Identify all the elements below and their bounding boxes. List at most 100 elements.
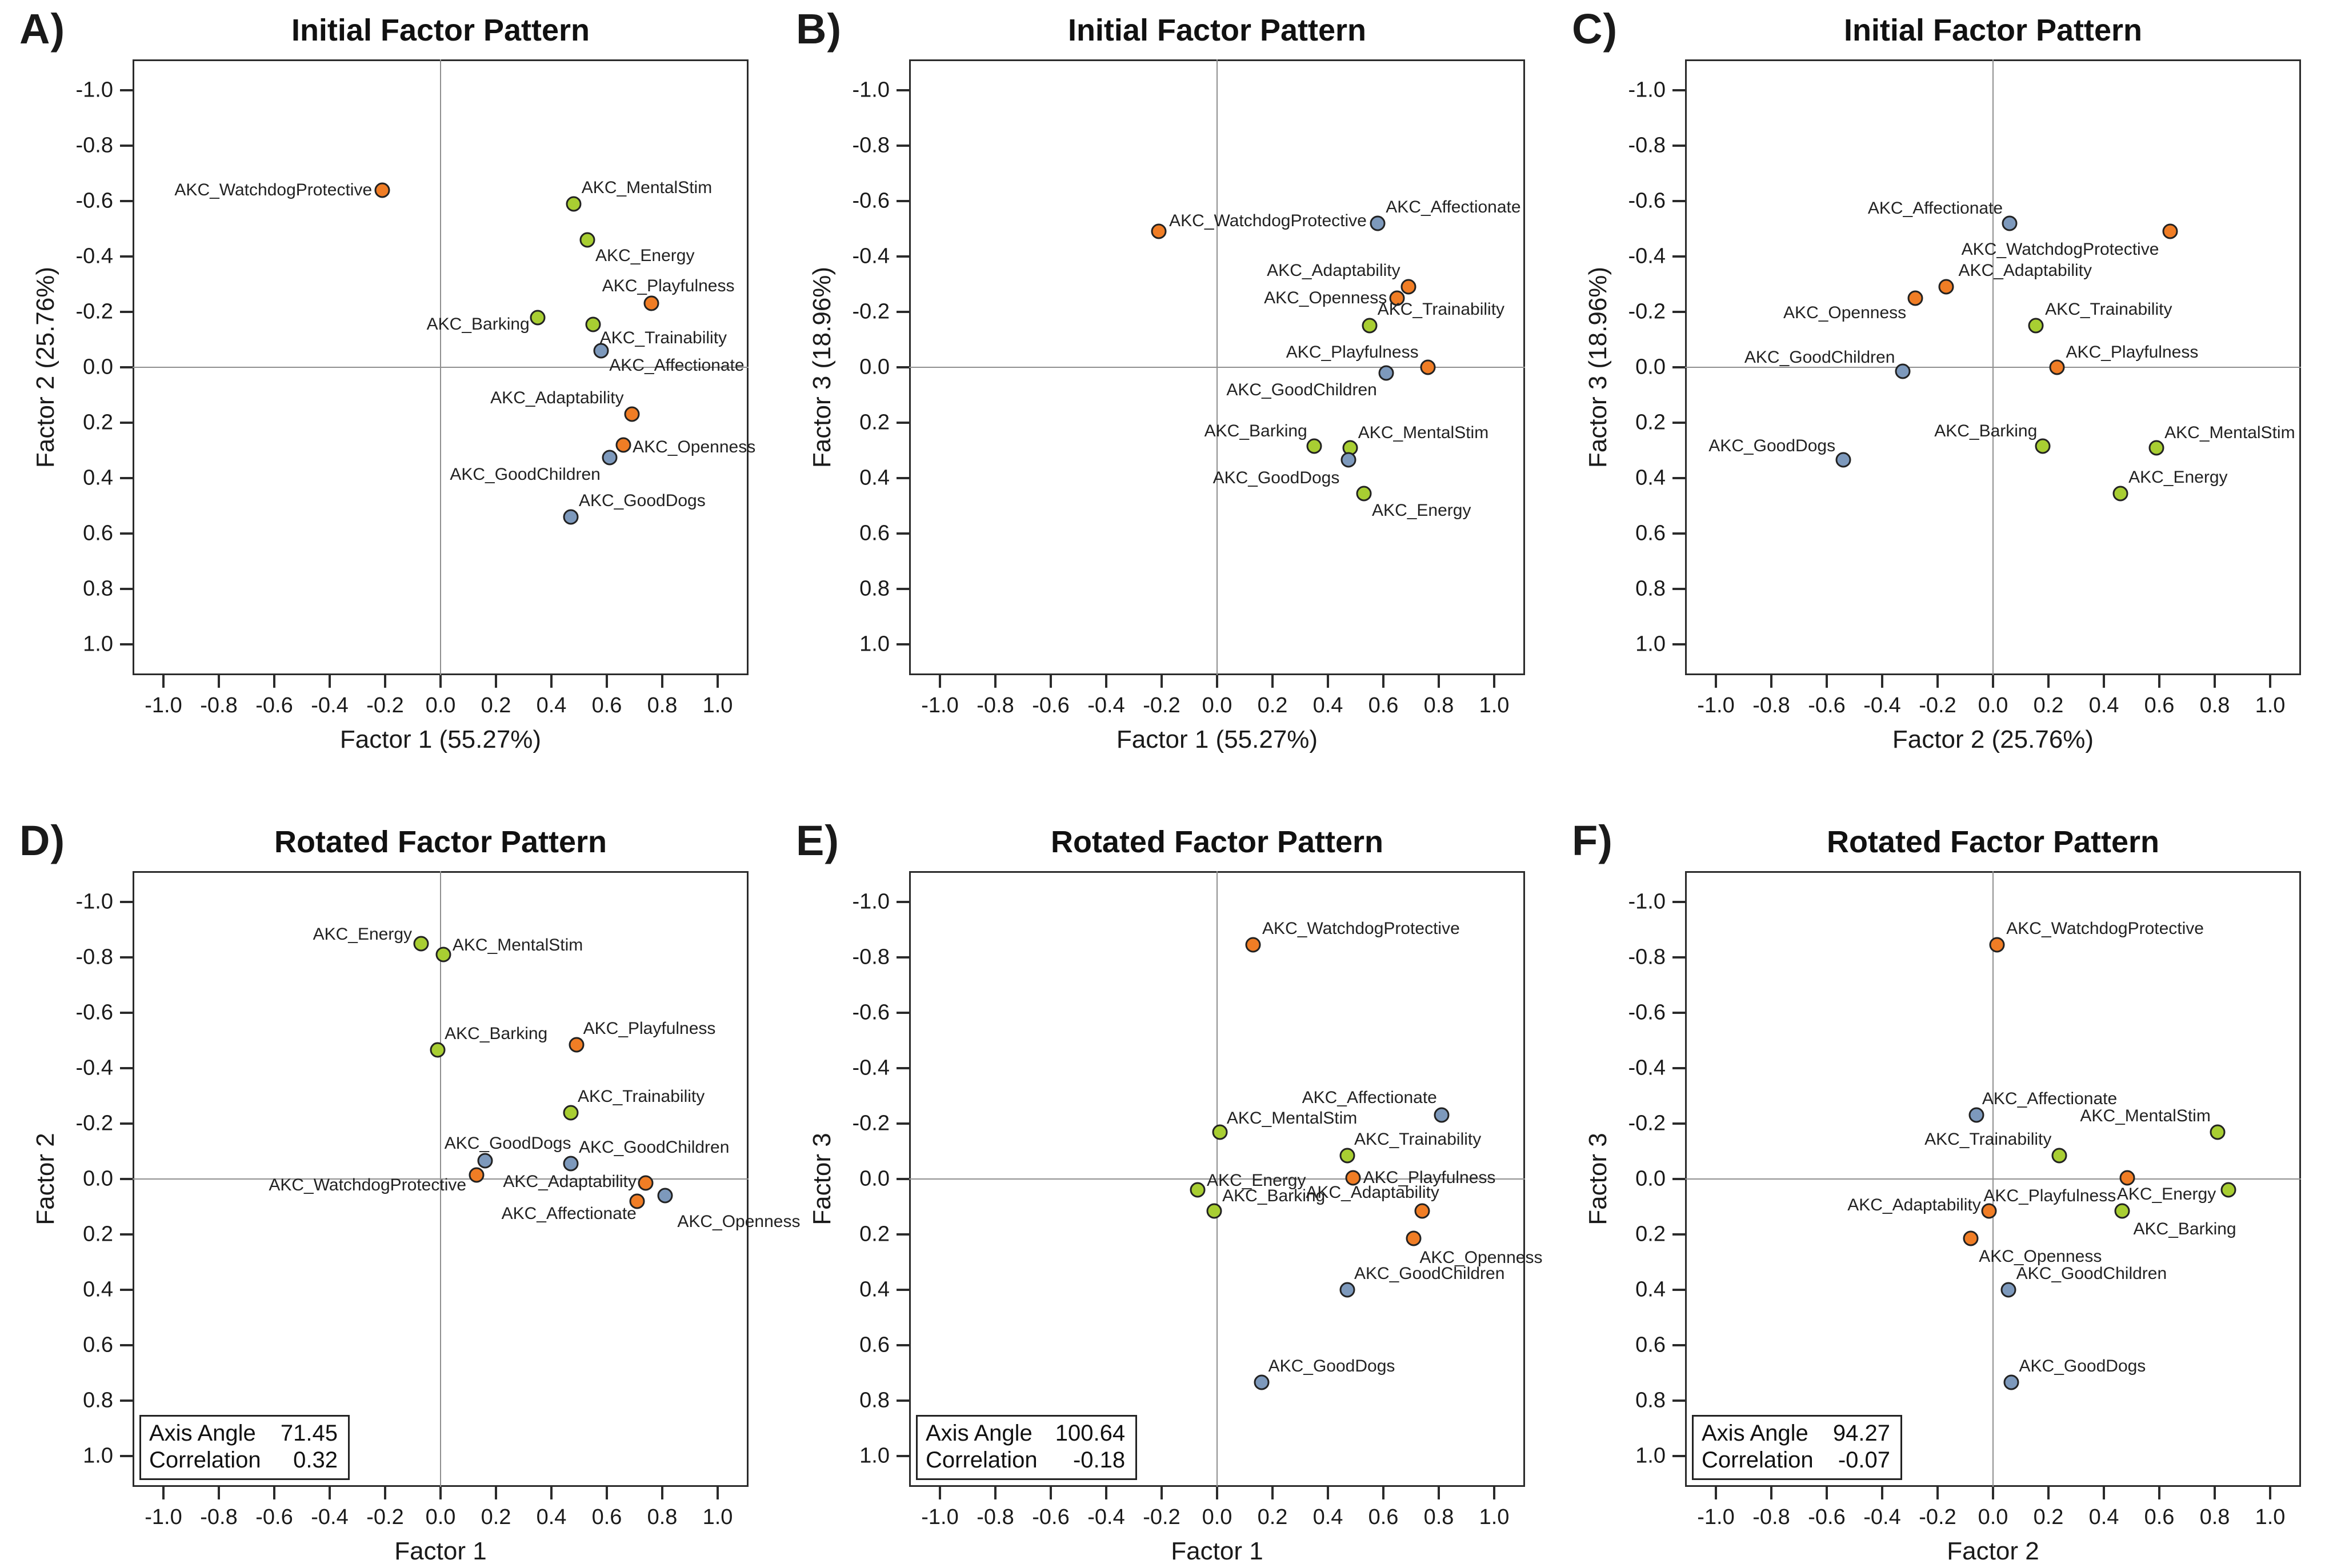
data-point-akc_playfulness — [2049, 359, 2065, 375]
y-axis-title: Factor 2 (25.76%) — [31, 266, 59, 468]
x-tick-mark — [717, 675, 719, 688]
data-point-akc_mentalstim — [1212, 1124, 1228, 1140]
x-tick-label: 0.0 — [425, 1505, 456, 1529]
panel-letter: D) — [19, 817, 66, 864]
data-point-label: AKC_MentalStim — [1226, 1108, 1358, 1128]
panel-letter: C) — [1572, 5, 1618, 53]
data-point-akc_goodchildren — [1339, 1282, 1355, 1298]
x-tick-mark — [606, 1487, 608, 1499]
y-tick-label: 0.0 — [859, 355, 890, 379]
y-tick-label: 0.6 — [83, 1333, 113, 1357]
data-point-akc_energy — [1190, 1182, 1206, 1198]
data-point-akc_goodchildren — [563, 1156, 579, 1172]
data-point-label: AKC_Openness — [1264, 288, 1387, 307]
y-tick-mark — [120, 956, 133, 959]
x-tick-label: -1.0 — [921, 693, 959, 717]
data-point-akc_openness — [615, 437, 631, 453]
zero-line-vertical — [1216, 871, 1218, 1487]
x-tick-label: -1.0 — [145, 1505, 182, 1529]
x-tick-mark — [273, 675, 275, 688]
y-tick-mark — [1672, 901, 1685, 903]
data-point-label: AKC_MentalStim — [581, 178, 713, 197]
y-tick-mark — [897, 532, 909, 535]
y-tick-mark — [120, 1233, 133, 1236]
y-tick-mark — [897, 477, 909, 479]
y-tick-label: 0.8 — [1635, 1388, 1666, 1413]
y-tick-label: -0.8 — [1628, 133, 1666, 158]
data-point-label: AKC_Adaptability — [490, 388, 624, 408]
data-point-akc_mentalstim — [2210, 1124, 2226, 1140]
y-tick-mark — [120, 366, 133, 368]
x-tick-mark — [1493, 675, 1495, 688]
zero-line-vertical — [1992, 59, 1994, 675]
y-tick-label: -0.8 — [1628, 945, 1666, 969]
x-tick-label: 0.0 — [1202, 1505, 1232, 1529]
data-point-akc_trainability — [563, 1105, 579, 1121]
y-axis-title: Factor 2 — [31, 1133, 59, 1225]
x-tick-mark — [2047, 675, 2050, 688]
y-tick-label: 0.4 — [1635, 1277, 1666, 1302]
axis-angle-correlation-box: Axis Angle 71.45 Correlation 0.32 — [139, 1415, 350, 1481]
data-point-akc_watchdogprotective — [1245, 937, 1261, 953]
x-tick-label: 0.8 — [2199, 693, 2230, 717]
x-tick-label: 1.0 — [1479, 1505, 1510, 1529]
plot-title: Initial Factor Pattern — [1067, 13, 1367, 47]
x-tick-label: -0.2 — [1919, 1505, 1956, 1529]
x-tick-mark — [661, 675, 663, 688]
y-tick-label: 0.0 — [1635, 1166, 1666, 1191]
axis-angle-row: Axis Angle 71.45 — [149, 1420, 338, 1447]
data-point-label: AKC_Barking — [2133, 1219, 2236, 1238]
x-tick-mark — [1050, 675, 1052, 688]
data-point-label: AKC_GoodChildren — [2016, 1264, 2167, 1283]
data-point-akc_gooddogs — [1340, 452, 1356, 468]
x-tick-label: 0.0 — [1978, 1505, 2008, 1529]
data-point-akc_watchdogprotective — [374, 182, 390, 198]
y-tick-mark — [1672, 1455, 1685, 1457]
data-point-akc_adaptability — [1938, 279, 1954, 295]
x-tick-mark — [1992, 675, 1994, 688]
x-tick-label: 0.8 — [647, 693, 678, 717]
y-tick-label: 0.6 — [1635, 521, 1666, 546]
x-tick-mark — [495, 675, 497, 688]
x-tick-mark — [994, 675, 997, 688]
y-tick-mark — [1672, 422, 1685, 424]
x-tick-label: -0.4 — [1863, 1505, 1901, 1529]
y-tick-mark — [120, 588, 133, 590]
axis-angle-value: 100.64 — [1055, 1421, 1126, 1446]
data-point-label: AKC_GoodDogs — [1212, 468, 1340, 488]
y-tick-label: -1.0 — [75, 889, 113, 914]
y-tick-mark — [897, 1289, 909, 1291]
zero-line-vertical — [440, 871, 441, 1487]
x-tick-label: 1.0 — [702, 1505, 733, 1529]
x-tick-label: -0.4 — [1863, 693, 1901, 717]
x-tick-mark — [2047, 1487, 2050, 1499]
x-tick-label: 0.6 — [1368, 1505, 1399, 1529]
y-tick-label: -0.6 — [852, 1000, 890, 1025]
x-tick-label: -0.6 — [255, 693, 293, 717]
y-tick-label: -1.0 — [852, 78, 890, 102]
data-point-akc_gooddogs — [563, 509, 579, 525]
data-point-label: AKC_WatchdogProtective — [1961, 240, 2159, 259]
x-tick-label: -0.8 — [977, 693, 1014, 717]
x-tick-label: -0.2 — [366, 693, 404, 717]
x-tick-label: 0.6 — [2144, 693, 2175, 717]
data-point-label: AKC_GoodDogs — [578, 491, 706, 510]
x-axis-title: Factor 2 — [1947, 1537, 2039, 1565]
panel-b: B) Initial Factor Pattern 1.0 -1.0 0.8 -0.8 0.… — [777, 0, 1553, 784]
data-point-label: AKC_GoodChildren — [450, 464, 601, 484]
x-tick-mark — [495, 1487, 497, 1499]
data-point-label: AKC_GoodChildren — [1226, 380, 1377, 399]
y-tick-label: 0.8 — [1635, 576, 1666, 601]
data-point-label: AKC_Affectionate — [1867, 198, 2003, 218]
data-point-label: AKC_WatchdogProtective — [174, 180, 373, 199]
y-tick-label: 0.8 — [83, 1388, 113, 1413]
data-point-akc_affectionate — [593, 343, 609, 359]
x-tick-label: -1.0 — [921, 1505, 959, 1529]
x-tick-mark — [329, 675, 331, 688]
y-tick-mark — [897, 200, 909, 202]
x-tick-label: -0.6 — [1032, 693, 1070, 717]
x-tick-mark — [1936, 675, 1939, 688]
panel-a: A) Initial Factor Pattern 1.0 -1.0 0.8 -0.8 0.… — [0, 0, 777, 784]
x-tick-mark — [2103, 1487, 2105, 1499]
y-tick-mark — [120, 1344, 133, 1346]
